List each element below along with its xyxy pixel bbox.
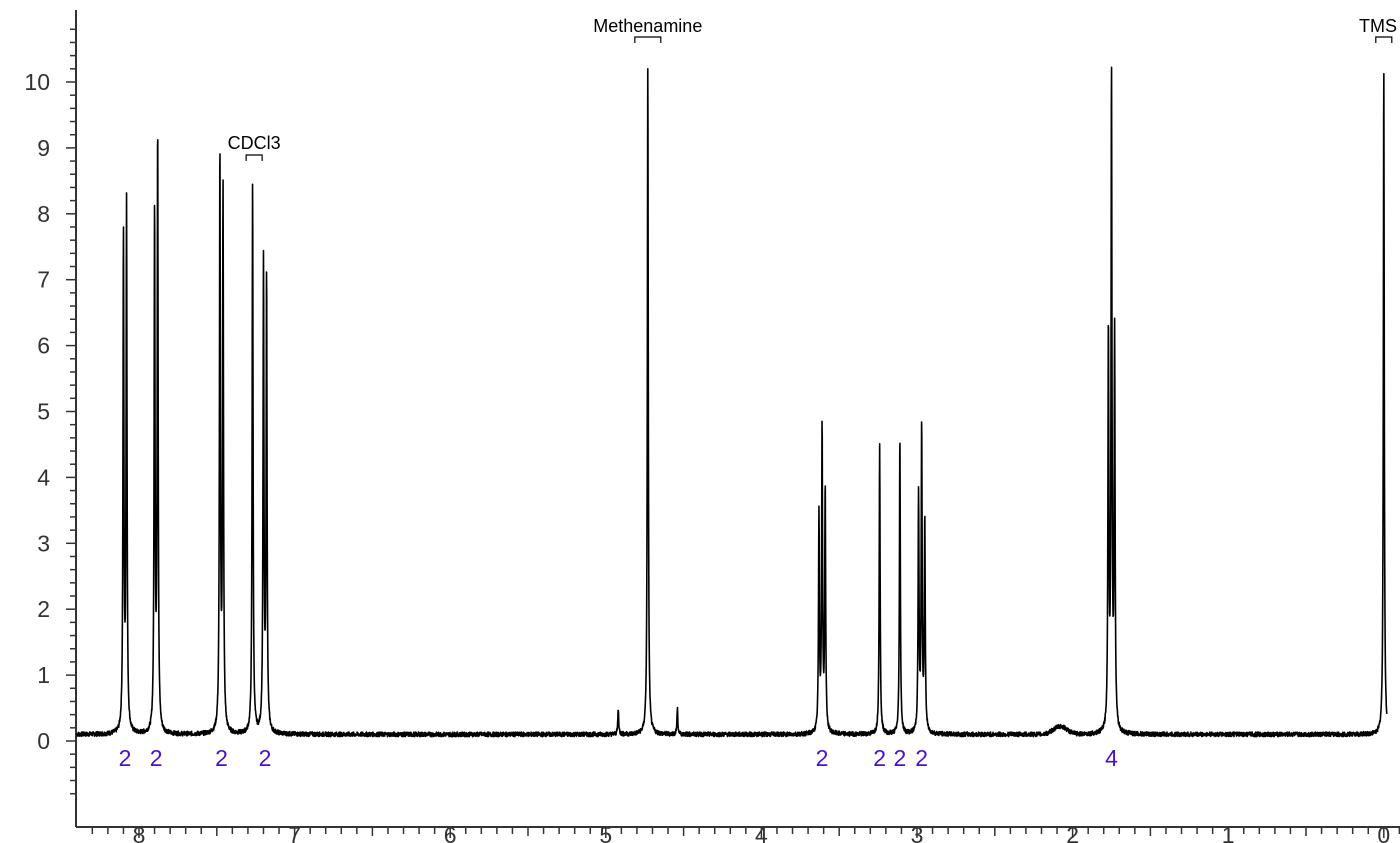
y-tick-label: 3 — [37, 530, 50, 556]
y-tick-label: 4 — [37, 464, 50, 490]
x-tick-label: 8 — [133, 822, 146, 843]
annotation-bracket — [245, 154, 263, 161]
y-axis: 0 1 2 3 4 5 6 7 8 9 10 — [24, 10, 77, 827]
y-tick-label: 6 — [37, 333, 50, 359]
annotation-label: CDCl3 — [228, 133, 281, 153]
x-tick-label: 7 — [288, 822, 301, 843]
y-tick-label: 5 — [37, 399, 50, 425]
x-axis: 8 7 6 5 4 3 2 1 0 — [76, 822, 1400, 843]
x-tick-label: 3 — [911, 822, 924, 843]
y-tick-label: 10 — [24, 69, 50, 95]
x-tick-label: 2 — [1066, 822, 1079, 843]
x-tick-label: 1 — [1222, 822, 1235, 843]
y-tick-label: 7 — [37, 267, 50, 293]
integral-label: 2 — [215, 745, 228, 771]
annotation-bracket — [1375, 36, 1393, 43]
y-tick-label: 1 — [37, 662, 50, 688]
y-tick-label: 9 — [37, 135, 50, 161]
x-tick-label: 4 — [755, 822, 768, 843]
integral-label: 4 — [1105, 745, 1118, 771]
annotation-label: TMS — [1359, 16, 1397, 36]
integral-label: 2 — [259, 745, 272, 771]
annotation-bracket — [634, 36, 662, 43]
y-tick-label: 0 — [37, 728, 50, 754]
x-tick-label: 6 — [444, 822, 457, 843]
y-tick-label: 8 — [37, 201, 50, 227]
integral-label: 2 — [119, 745, 132, 771]
plot-area — [76, 66, 1388, 738]
x-tick-label: 0 — [1377, 822, 1390, 843]
y-tick-label: 2 — [37, 596, 50, 622]
integral-label: 2 — [816, 745, 829, 771]
integral-label: 2 — [873, 745, 886, 771]
spectrum-line — [76, 66, 1388, 738]
x-tick-label: 5 — [599, 822, 612, 843]
annotation-label: Methenamine — [593, 16, 702, 36]
integral-label: 2 — [150, 745, 163, 771]
integral-label: 2 — [915, 745, 928, 771]
integral-label: 2 — [893, 745, 906, 771]
peak-annotations: CDCl3 Methenamine TMS — [228, 16, 1397, 161]
